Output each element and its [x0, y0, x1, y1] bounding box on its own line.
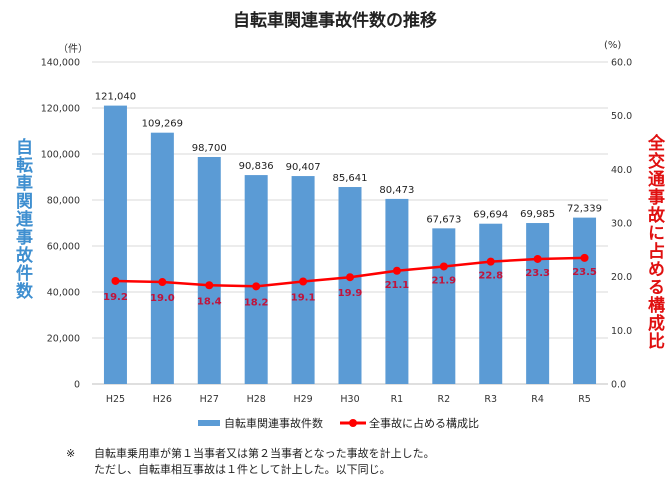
bar-data-label: 109,269 — [142, 119, 183, 130]
x-tick-label: R2 — [437, 394, 450, 405]
line-point — [346, 273, 354, 282]
legend-swatch-bar — [198, 420, 220, 426]
legend-label-bar: 自転車関連事故件数 — [224, 417, 323, 430]
line-data-label: 19.0 — [150, 293, 175, 304]
line-point — [205, 281, 214, 290]
right-axis-title: 全交通事故に占める構成比 — [644, 134, 664, 350]
left-tick-label: 20,000 — [47, 334, 80, 345]
line-data-label: 21.9 — [431, 275, 456, 286]
bar-data-label: 69,985 — [520, 209, 555, 220]
right-tick-label: 20.0 — [611, 272, 632, 283]
line-data-label: 18.4 — [197, 296, 222, 307]
left-tick-label: 60,000 — [47, 242, 80, 253]
line-point — [111, 276, 120, 285]
left-axis-title: 自転車関連事故件数 — [12, 138, 32, 300]
x-tick-label: R3 — [484, 394, 497, 405]
line-point — [533, 254, 542, 263]
right-tick-label: 60.0 — [611, 58, 632, 69]
x-tick-label: H28 — [247, 394, 266, 405]
bar-data-label: 90,836 — [239, 161, 274, 172]
footnote-mark: ※ — [66, 447, 76, 460]
bar-data-label: 80,473 — [379, 185, 414, 196]
line-data-label: 23.5 — [572, 267, 597, 278]
bar-data-label: 67,673 — [426, 214, 461, 225]
line-point — [392, 266, 401, 275]
bar — [526, 223, 550, 384]
bar-data-label: 90,407 — [286, 162, 321, 173]
bar-data-label: 98,700 — [192, 143, 227, 154]
bar-data-label: 69,694 — [473, 210, 508, 221]
line-data-label: 22.8 — [478, 271, 503, 282]
bar — [197, 156, 221, 384]
x-tick-label: H25 — [106, 394, 125, 405]
line-data-label: 19.1 — [291, 292, 316, 303]
left-tick-label: 0 — [74, 380, 80, 391]
line-point — [580, 253, 589, 262]
x-tick-label: H26 — [153, 394, 172, 405]
legend-item-bar: 自転車関連事故件数 — [198, 415, 323, 431]
right-tick-label: 30.0 — [611, 219, 632, 230]
bar — [338, 187, 362, 384]
left-tick-label: 140,000 — [41, 58, 80, 69]
x-tick-label: R4 — [531, 394, 544, 405]
legend-item-line: 全事故に占める構成比 — [340, 415, 479, 431]
line-data-label: 23.3 — [525, 268, 550, 279]
bar — [150, 132, 174, 384]
legend-swatch-line — [340, 419, 366, 427]
legend-label-line: 全事故に占める構成比 — [369, 417, 479, 430]
bar — [244, 175, 268, 384]
line-point — [299, 277, 308, 286]
bar-data-label: 72,339 — [567, 204, 602, 215]
bar — [385, 198, 409, 384]
line-data-label: 21.1 — [385, 280, 410, 291]
line-data-label: 18.2 — [244, 297, 269, 308]
left-tick-label: 100,000 — [41, 150, 80, 161]
footnote: ※ 自転車乗用車が第１当事者又は第２当事者となった事故を計上した。 ただし、自転… — [66, 446, 435, 478]
line-point — [252, 282, 261, 291]
left-tick-label: 120,000 — [41, 104, 80, 115]
bar — [103, 105, 127, 384]
line-point — [158, 278, 167, 287]
bar — [573, 217, 597, 384]
right-tick-label: 40.0 — [611, 165, 632, 176]
line-data-label: 19.9 — [338, 288, 363, 299]
left-axis-unit: （件） — [58, 44, 88, 55]
chart-title: 自転車関連事故件数の推移 — [233, 11, 437, 31]
bar-data-label: 121,040 — [95, 92, 136, 103]
right-tick-label: 10.0 — [611, 326, 632, 337]
x-tick-label: H27 — [200, 394, 219, 405]
x-tick-label: R5 — [578, 394, 591, 405]
x-tick-label: H30 — [340, 394, 359, 405]
line-data-label: 19.2 — [103, 292, 128, 303]
right-tick-label: 50.0 — [611, 111, 632, 122]
bar-data-label: 85,641 — [333, 173, 368, 184]
footnote-line-2: ただし、自転車相互事故は１件として計上した。以下同じ。 — [94, 463, 391, 476]
left-tick-label: 80,000 — [47, 196, 80, 207]
bar — [479, 223, 503, 384]
bar — [432, 228, 456, 384]
right-axis-unit: (%) — [604, 40, 622, 51]
line-point — [486, 257, 495, 266]
line-point — [439, 262, 448, 271]
x-tick-label: R1 — [391, 394, 404, 405]
right-tick-label: 0.0 — [611, 380, 626, 391]
x-tick-label: H29 — [293, 394, 312, 405]
footnote-line-1: 自転車乗用車が第１当事者又は第２当事者となった事故を計上した。 — [94, 447, 435, 460]
left-tick-label: 40,000 — [47, 288, 80, 299]
